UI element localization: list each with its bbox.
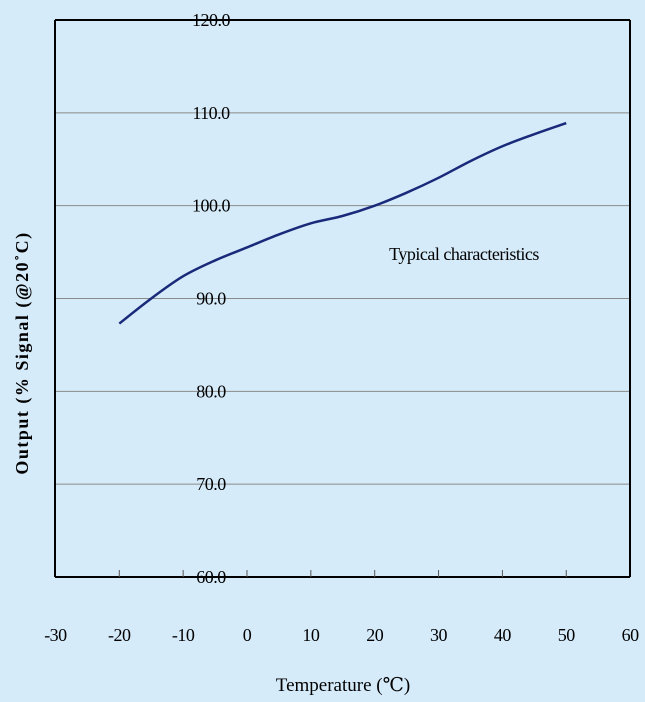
x-tick-labels: -30 -20 -10 0 10 20 30 40 50 60 <box>44 625 639 645</box>
y-tick-label-80.0: 80.0 <box>196 381 226 401</box>
series-line-0 <box>118 121 567 325</box>
axes <box>54 19 631 578</box>
grid-lines <box>55 112 630 485</box>
x-axis-label: Temperature (℃) <box>276 675 410 696</box>
x-tick-label-20: 20 <box>366 625 384 645</box>
y-tick-labels: 60.0 70.0 80.0 90.0 100.0 110.0 120.0 <box>192 10 231 587</box>
y-axis-label: Output (% Signal (@20˚C) <box>12 231 33 474</box>
y-tick-label-90.0: 90.0 <box>196 289 226 309</box>
y-tick-label-70.0: 70.0 <box>196 474 226 494</box>
series-layer <box>118 121 567 325</box>
annotation-typical-characteristics: Typical characteristics <box>389 244 539 264</box>
x-tick-label-10: 10 <box>302 625 320 645</box>
y-tick-label-100.0: 100.0 <box>192 196 231 216</box>
y-tick-label-120.0: 120.0 <box>192 10 231 30</box>
x-tick-label--30: -30 <box>44 625 67 645</box>
x-tick-label-30: 30 <box>430 625 448 645</box>
y-tick-label-110.0: 110.0 <box>192 103 230 123</box>
x-tick-label-0: 0 <box>243 625 252 645</box>
x-tick-label--10: -10 <box>172 625 195 645</box>
x-tick-label-50: 50 <box>558 625 576 645</box>
y-tick-label-60.0: 60.0 <box>196 567 226 587</box>
x-tick-label-40: 40 <box>494 625 512 645</box>
x-tick-label--20: -20 <box>108 625 131 645</box>
x-tick-label-60: 60 <box>622 625 640 645</box>
